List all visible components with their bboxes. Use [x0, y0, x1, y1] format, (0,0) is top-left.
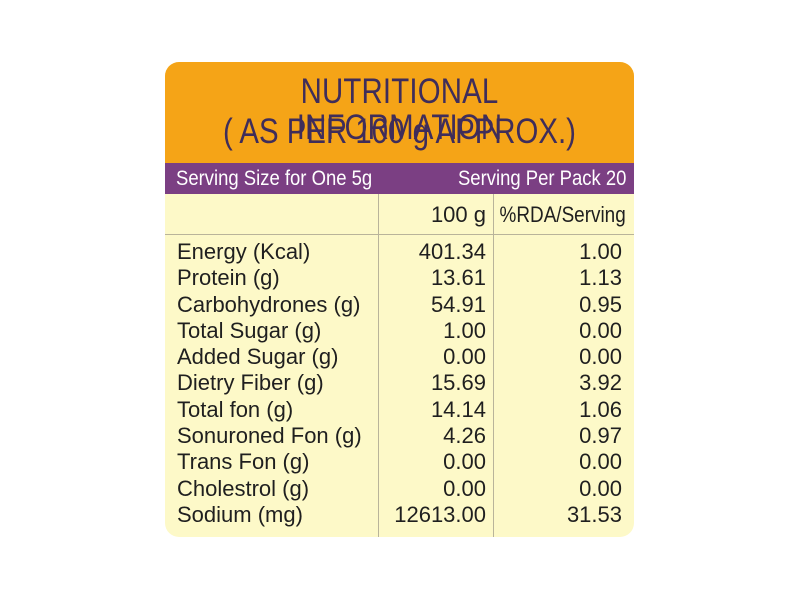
nutrient-value-rda: 1.06 [579, 396, 622, 422]
serving-band: Serving Size for One 5g Serving Per Pack… [165, 163, 634, 194]
header-title: NUTRITIONAL INFORMATION [296, 72, 503, 147]
nutrient-name: Energy (Kcal) [177, 239, 311, 264]
nutrient-row: Carbohydrones (g) 54.91 0.95 [165, 292, 634, 318]
nutrient-row: Cholestrol (g) 0.00 0.00 [165, 476, 634, 502]
servings-per-pack-label: Serving Per Pack 20 [457, 167, 626, 190]
header-subtitle: ( AS PER 100 g APPROX.) [223, 112, 576, 151]
nutrient-value-per-100g: 0.00 [443, 344, 486, 370]
serving-size-label: Serving Size for One 5g [176, 167, 373, 190]
nutrient-value-per-100g: 54.91 [430, 291, 486, 317]
nutrient-value-per-100g: 12613.00 [394, 501, 486, 527]
nutrient-value-rda: 3.92 [579, 370, 622, 396]
nutrient-row: Added Sugar (g) 0.00 0.00 [165, 344, 634, 370]
nutrient-row: Total fon (g) 14.14 1.06 [165, 397, 634, 423]
column-divider-1 [378, 194, 379, 537]
nutrient-value-rda: 0.00 [579, 449, 622, 475]
nutrient-value-rda: 0.97 [579, 423, 622, 449]
nutrient-value-rda: 1.00 [579, 239, 622, 264]
nutrient-row: Sodium (mg) 12613.00 31.53 [165, 502, 634, 528]
nutrient-name: Added Sugar (g) [177, 344, 339, 370]
nutrient-name: Trans Fon (g) [177, 449, 310, 475]
nutrient-rows: Energy (Kcal) 401.34 1.00 Protein (g) 13.61 1… [165, 239, 634, 528]
nutrient-value-per-100g: 14.14 [430, 396, 486, 422]
nutrient-name: Dietry Fiber (g) [177, 370, 324, 396]
nutrient-value-per-100g: 4.26 [443, 423, 486, 449]
nutrient-row: Sonuroned Fon (g) 4.26 0.97 [165, 423, 634, 449]
nutrient-value-per-100g: 0.00 [443, 449, 486, 475]
column-header-rda: %RDA/Serving [499, 202, 626, 227]
label-header: NUTRITIONAL INFORMATION ( AS PER 100 g A… [165, 62, 634, 163]
nutrient-name: Total Sugar (g) [177, 317, 322, 343]
nutrient-value-rda: 0.00 [579, 475, 622, 501]
nutrient-name: Sodium (mg) [177, 501, 303, 527]
nutrient-value-rda: 31.53 [566, 501, 622, 527]
nutrient-value-rda: 0.00 [579, 317, 622, 343]
nutrient-row: Trans Fon (g) 0.00 0.00 [165, 449, 634, 475]
nutrient-row: Protein (g) 13.61 1.13 [165, 265, 634, 291]
nutrient-name: Cholestrol (g) [177, 475, 310, 501]
nutrient-value-per-100g: 401.34 [418, 239, 486, 264]
header-row-divider [165, 234, 634, 235]
nutrient-name: Protein (g) [177, 265, 280, 291]
nutrient-name: Total fon (g) [177, 396, 294, 422]
nutrient-row: Energy (Kcal) 401.34 1.00 [165, 239, 634, 265]
nutrient-name: Sonuroned Fon (g) [177, 423, 362, 449]
column-header-per-100g: 100 g [430, 202, 486, 227]
nutrient-value-per-100g: 1.00 [443, 317, 486, 343]
nutrient-value-per-100g: 15.69 [430, 370, 486, 396]
nutrient-value-rda: 0.95 [579, 291, 622, 317]
nutrient-value-per-100g: 13.61 [430, 265, 486, 291]
nutrient-value-rda: 0.00 [579, 344, 622, 370]
nutrient-value-per-100g: 0.00 [443, 475, 486, 501]
nutrient-value-rda: 1.13 [579, 265, 622, 291]
column-divider-2 [493, 194, 494, 537]
nutrient-row: Dietry Fiber (g) 15.69 3.92 [165, 370, 634, 396]
nutrition-label: NUTRITIONAL INFORMATION ( AS PER 100 g A… [165, 62, 634, 537]
nutrient-row: Total Sugar (g) 1.00 0.00 [165, 318, 634, 344]
nutrient-name: Carbohydrones (g) [177, 291, 361, 317]
